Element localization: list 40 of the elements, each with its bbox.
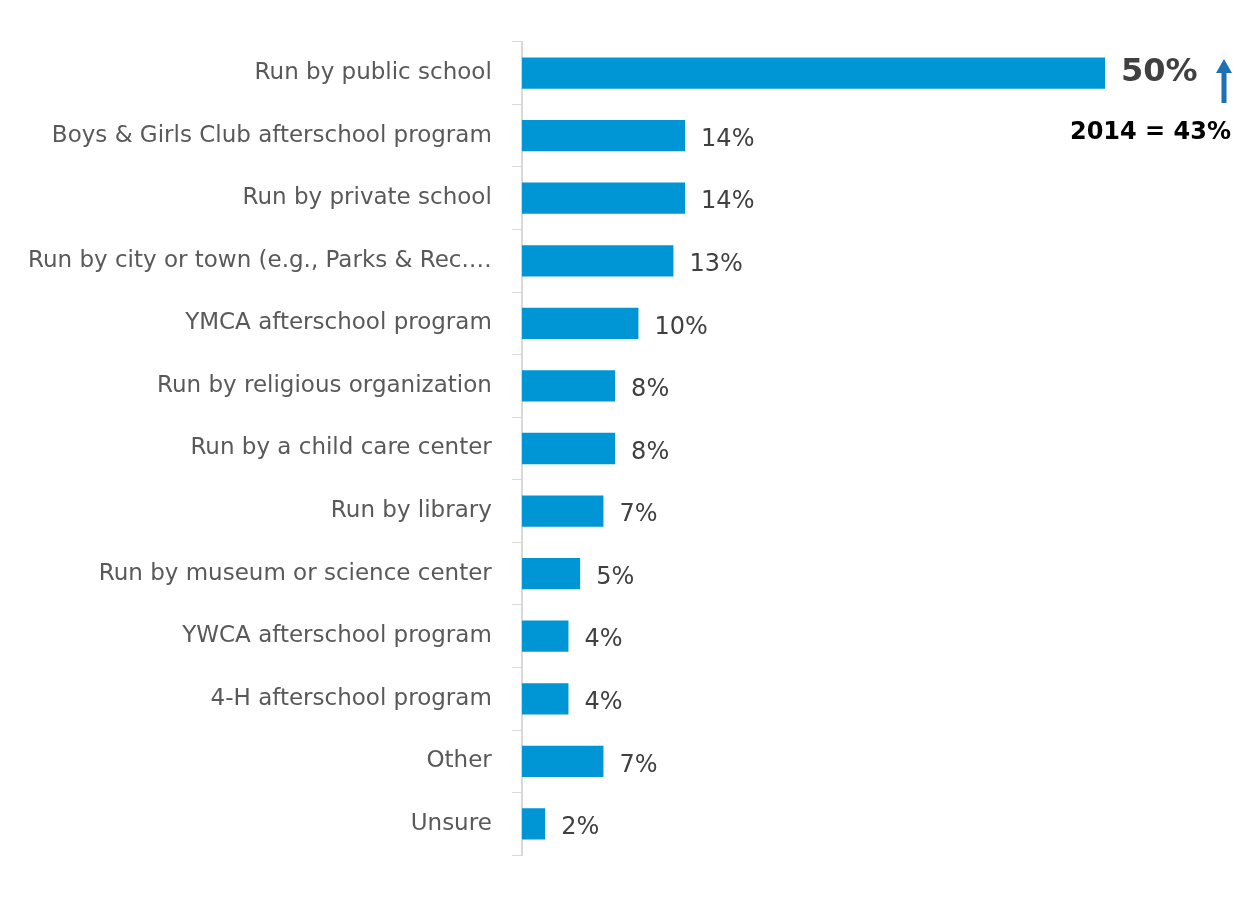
data-label: 8% [631, 374, 670, 403]
data-label: 10% [654, 311, 708, 340]
data-label: 14% [701, 186, 755, 215]
data-label: 5% [596, 561, 635, 590]
bar [521, 620, 569, 652]
data-label: 7% [619, 499, 658, 528]
data-label: 4% [584, 624, 623, 653]
bar [521, 120, 686, 152]
bar [521, 182, 686, 214]
y-tick-label: YWCA afterschool program [181, 621, 492, 648]
data-label: 14% [701, 123, 755, 152]
data-label: 50% [1121, 51, 1198, 90]
bar [521, 558, 581, 590]
y-tick-label: Run by museum or science center [98, 558, 493, 585]
bar [521, 57, 1105, 89]
bar [521, 745, 604, 777]
y-tick-label: Boys & Girls Club afterschool program [51, 120, 492, 147]
y-tick-label: Run by library [330, 496, 492, 523]
bar [521, 432, 616, 465]
y-tick-label: Run by a child care center [190, 433, 493, 460]
bar [521, 808, 546, 840]
y-tick-label: Run by private school [242, 183, 492, 210]
bar [521, 495, 604, 527]
y-tick-label: Unsure [410, 808, 492, 835]
y-tick-label: Run by religious organization [157, 370, 492, 397]
y-tick-label: Run by city or town (e.g., Parks & Rec.… [27, 245, 492, 272]
bar [521, 370, 616, 402]
y-tick-label: YMCA afterschool program [184, 308, 492, 335]
annotation: 2014 = 43% [1069, 117, 1231, 146]
data-label: 2% [561, 812, 600, 841]
bar [521, 245, 674, 277]
data-label: 8% [631, 436, 670, 465]
data-label: 7% [619, 749, 658, 778]
data-label: 4% [584, 687, 623, 716]
y-tick-label: 4-H afterschool program [210, 683, 492, 710]
y-tick-label: Other [426, 746, 493, 773]
bar [521, 683, 569, 715]
y-tick-label: Run by public school [254, 58, 492, 85]
data-label: 13% [689, 249, 743, 278]
bar [521, 307, 639, 339]
